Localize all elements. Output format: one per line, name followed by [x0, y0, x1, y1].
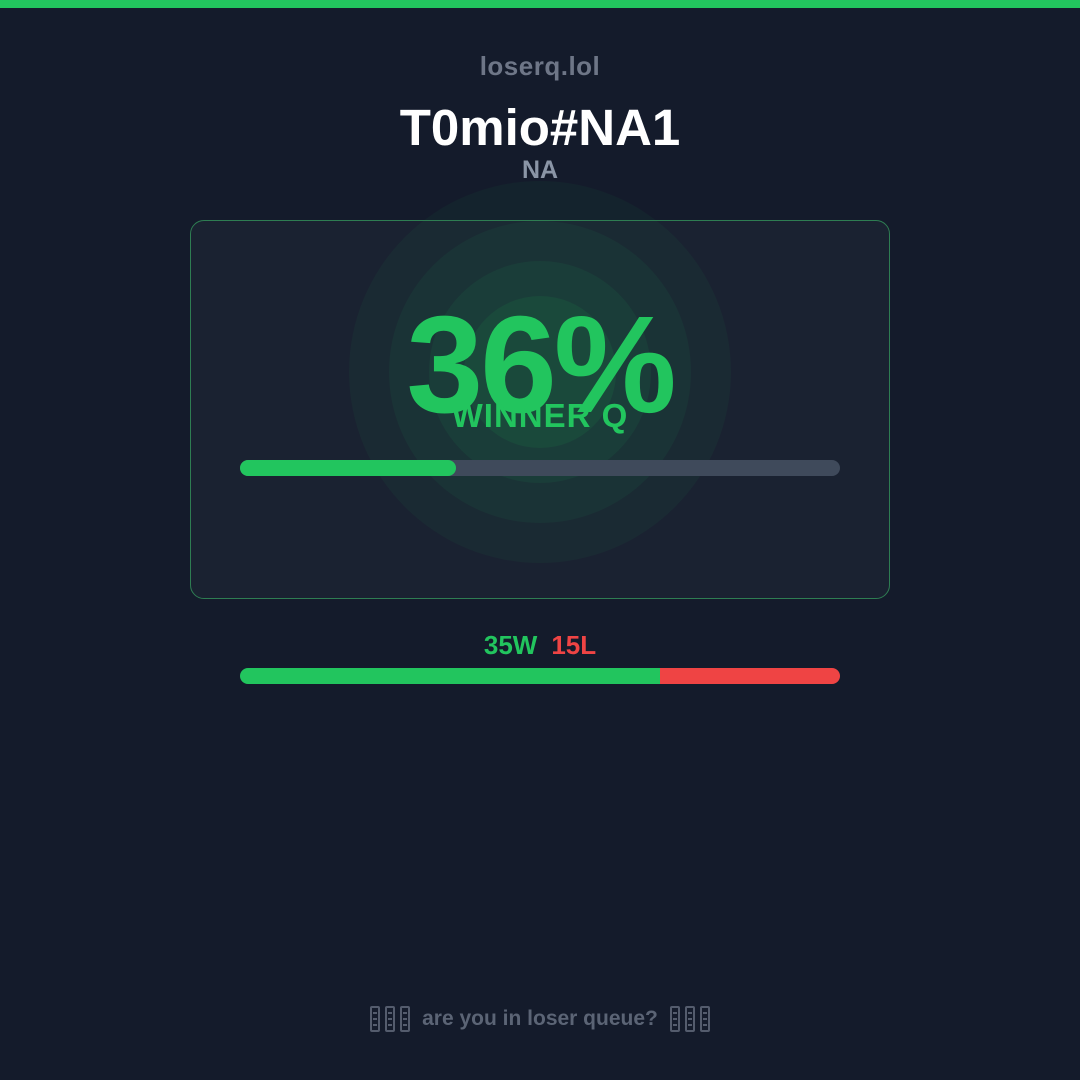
winner-q-caption: WINNER Q [451, 397, 629, 434]
missing-glyph-icon-group-left [370, 1006, 411, 1032]
missing-glyph-icon [699, 1006, 710, 1032]
win-loss-record: 35W 15L [0, 630, 1080, 661]
winner-q-progress-track [240, 460, 840, 476]
win-loss-bar [240, 668, 840, 684]
top-accent-bar [0, 0, 1080, 8]
player-region-badge: NA [521, 156, 559, 184]
missing-glyph-icon [385, 1006, 396, 1032]
missing-glyph-icon [400, 1006, 411, 1032]
footer-tagline: are you in loser queue? [0, 1006, 1080, 1032]
missing-glyph-icon [669, 1006, 680, 1032]
win-loss-bar-losses-segment [660, 668, 840, 684]
winner-q-card-background [190, 220, 890, 599]
losses-count: 15L [551, 630, 597, 660]
winner-q-progress-fill [240, 460, 456, 476]
missing-glyph-icon-group-right [669, 1006, 710, 1032]
winner-q-percent: 36% [406, 288, 676, 442]
win-loss-bar-wins-segment [240, 668, 660, 684]
missing-glyph-icon [684, 1006, 695, 1032]
missing-glyph-icon [370, 1006, 381, 1032]
player-riot-id: T0mio#NA1 [399, 99, 681, 156]
wins-count: 35W [483, 630, 538, 660]
footer-question-text: are you in loser queue? [422, 1007, 658, 1030]
site-brand: loserq.lol [479, 51, 601, 81]
